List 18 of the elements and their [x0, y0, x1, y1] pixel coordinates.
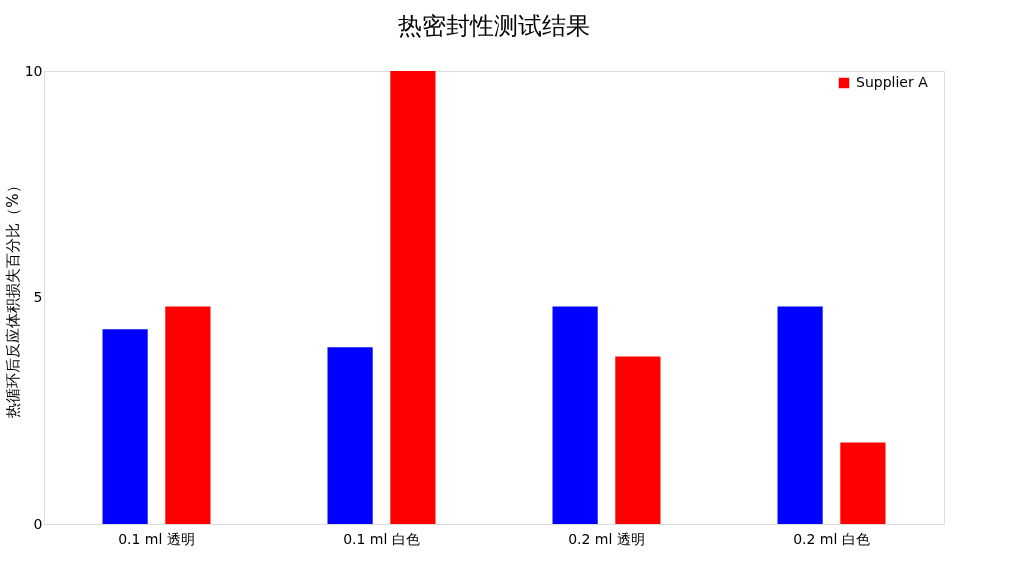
x-tick-label: 0.2 ml 透明 [568, 530, 645, 547]
x-tick-label: 0.1 ml 白色 [343, 530, 420, 547]
y-tick-label: 5 [33, 289, 43, 305]
legend-label: Supplier A [856, 74, 929, 90]
bar [102, 329, 148, 524]
bar [615, 356, 661, 524]
bar [552, 306, 598, 524]
bar [840, 442, 886, 524]
bar [777, 306, 823, 524]
y-tick-label: 10 [24, 62, 43, 79]
bar [390, 71, 436, 524]
bar [327, 347, 373, 524]
y-axis-title: 热循环后反应体积损失百分比（%） [3, 178, 22, 418]
chart-title: 热密封性测试结果 [398, 12, 590, 40]
bar [165, 306, 211, 524]
y-tick-label: 0 [33, 515, 43, 532]
x-tick-label: 0.2 ml 白色 [793, 530, 870, 547]
x-tick-label: 0.1 ml 透明 [118, 530, 195, 547]
